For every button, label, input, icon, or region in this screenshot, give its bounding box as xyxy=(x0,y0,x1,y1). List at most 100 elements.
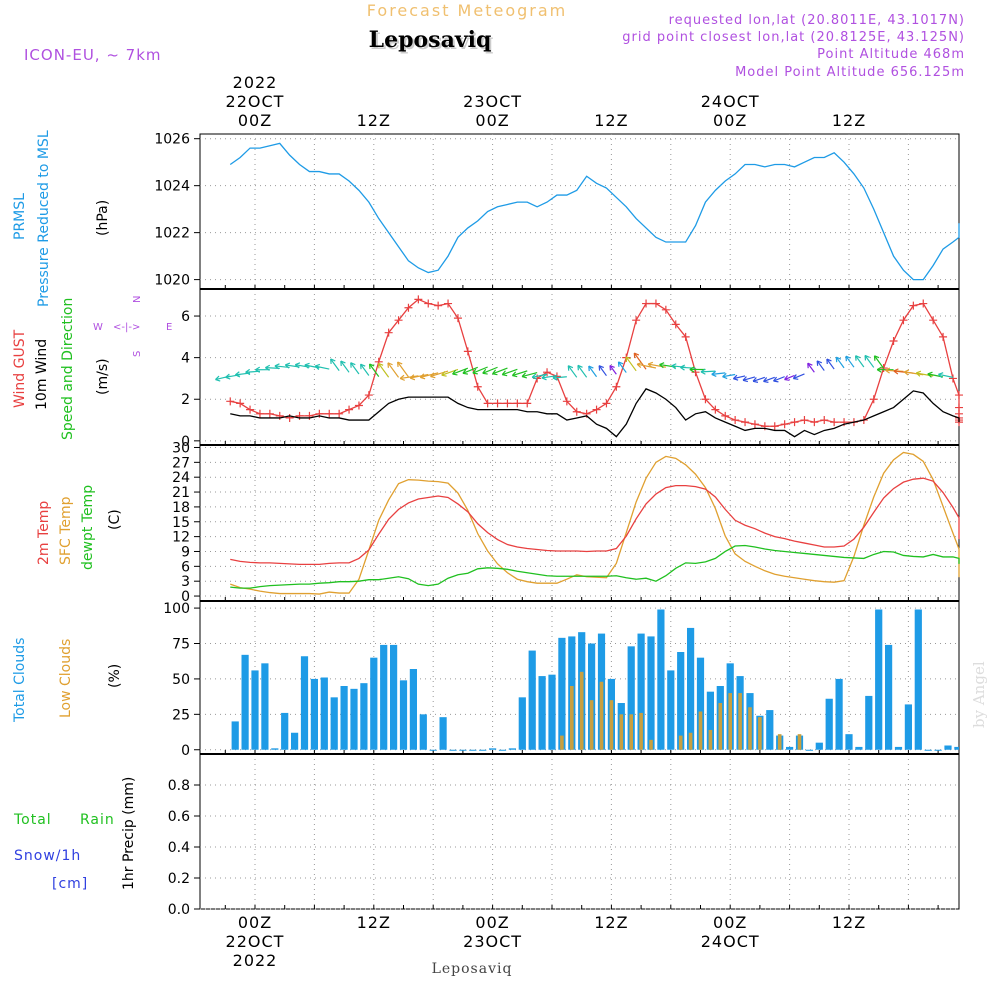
wind-arrow xyxy=(598,365,607,377)
wind-arrow-head xyxy=(501,370,508,377)
total-cloud-bar xyxy=(399,680,408,750)
total-cloud-bar xyxy=(528,650,536,750)
total-cloud-bar xyxy=(360,683,368,750)
y-tick-label: 0.8 xyxy=(168,778,190,794)
y-tick-label: 0.2 xyxy=(168,871,190,887)
temp-dewpt-label: dewpt Temp xyxy=(80,485,96,570)
svg-text:S: S xyxy=(132,351,143,357)
gust-marker xyxy=(404,303,413,312)
location-title: Leposaviq xyxy=(369,27,492,53)
low-cloud-bar xyxy=(589,700,594,750)
total-cloud-bar xyxy=(637,633,645,750)
gust-marker xyxy=(285,413,294,422)
y-tick-label: 1026 xyxy=(154,132,190,148)
total-cloud-bar xyxy=(677,652,685,750)
model-altitude: Model Point Altitude 656.125m xyxy=(735,65,965,80)
y-tick-label: 24 xyxy=(172,470,190,486)
total-cloud-bar xyxy=(706,691,714,750)
y-tick-label: 6 xyxy=(181,559,190,575)
total-cloud-bar xyxy=(231,721,239,750)
wind-arrow xyxy=(845,355,855,368)
gust-marker xyxy=(444,299,453,308)
gust-marker xyxy=(770,422,779,431)
wind-arrow xyxy=(482,366,498,374)
wind-arrow-head xyxy=(245,368,251,376)
gust-marker xyxy=(354,401,363,410)
time-label: 00Z xyxy=(475,913,509,932)
low-cloud-bar xyxy=(698,711,703,750)
total-cloud-bar xyxy=(855,746,863,750)
low-cloud-bar xyxy=(678,735,683,750)
low-cloud-bar xyxy=(629,714,633,750)
gust-marker xyxy=(800,416,809,425)
wind-arrow xyxy=(410,373,429,379)
wind-arrow-head xyxy=(360,363,366,370)
low-cloud-bar xyxy=(738,693,742,750)
wind-arrow xyxy=(742,376,756,381)
time-label: 23OCT xyxy=(463,92,522,111)
gust-marker xyxy=(939,332,948,341)
wind-arrow xyxy=(773,376,785,382)
svg-text:<-|->: <-|-> xyxy=(113,322,140,333)
precip-unit: 1hr Precip (mm) xyxy=(121,777,137,890)
wind-arrow xyxy=(400,375,419,380)
wind-arrow xyxy=(462,366,478,374)
total-cloud-bar xyxy=(647,636,655,750)
gust-marker xyxy=(830,418,839,427)
total-label: Total xyxy=(13,812,52,828)
wind-arrow xyxy=(752,376,766,382)
total-cloud-bar xyxy=(251,670,259,750)
location-title-shadow: Leposaviq xyxy=(371,29,494,55)
gust-marker xyxy=(513,399,522,408)
wind-arrow-head xyxy=(636,361,643,369)
sfc-temp-line xyxy=(230,451,960,595)
y-tick-label: 2 xyxy=(181,392,190,408)
precip-panel: 0.0 0.2 0.4 0.6 0.8 xyxy=(168,753,960,918)
total-cloud-bar xyxy=(380,644,388,750)
gust-marker xyxy=(919,299,928,308)
wind-arrow xyxy=(733,375,746,380)
wind-arrow-head xyxy=(304,362,310,369)
wind-arrow xyxy=(637,363,657,369)
y-tick-label: 1020 xyxy=(154,273,190,289)
gust-marker xyxy=(562,397,571,406)
time-label: 2022 xyxy=(233,73,278,92)
wind-arrow-head xyxy=(826,358,832,365)
total-cloud-bar xyxy=(508,748,516,750)
wind-arrow xyxy=(369,363,380,377)
wind-arrow xyxy=(378,363,390,378)
y-tick-label: 75 xyxy=(172,637,190,653)
time-label: 00Z xyxy=(238,913,272,932)
low-cloud-bar xyxy=(728,693,732,750)
temp-unit: (C) xyxy=(107,509,123,530)
wind-arrow xyxy=(502,368,518,376)
wind-arrow-head xyxy=(567,365,574,371)
total-cloud-bar xyxy=(845,734,853,750)
total-cloud-bar xyxy=(815,742,823,750)
wind-arrow-head xyxy=(368,363,375,370)
watermark: by Angel xyxy=(970,661,988,728)
wind-arrow-head xyxy=(225,373,231,380)
wind-arrow-head xyxy=(680,364,686,371)
total-cloud-bar xyxy=(944,745,952,750)
low-cloud-bar xyxy=(708,729,713,750)
wind-arrow xyxy=(855,355,865,368)
wind-arrow-head xyxy=(399,374,405,381)
gust-marker xyxy=(701,395,710,404)
total-cloud-bar xyxy=(370,657,378,750)
y-tick-label: 3 xyxy=(181,574,190,590)
wind-arrow-head xyxy=(659,362,665,369)
gust-marker xyxy=(255,409,264,418)
wind-arrow xyxy=(609,365,617,375)
panel-frame xyxy=(199,753,960,910)
wind-arrow-head xyxy=(397,361,403,368)
wind-arrow xyxy=(711,372,726,375)
total-cloud-bar xyxy=(419,714,427,750)
wind-arrow-head xyxy=(617,361,624,367)
wind-arrow xyxy=(722,373,736,378)
wind-arrow xyxy=(387,362,400,378)
total-cloud-bar xyxy=(439,717,447,750)
wind-arrow-head xyxy=(340,360,346,367)
low-cloud-bar xyxy=(639,712,643,750)
gust-marker xyxy=(651,299,660,308)
